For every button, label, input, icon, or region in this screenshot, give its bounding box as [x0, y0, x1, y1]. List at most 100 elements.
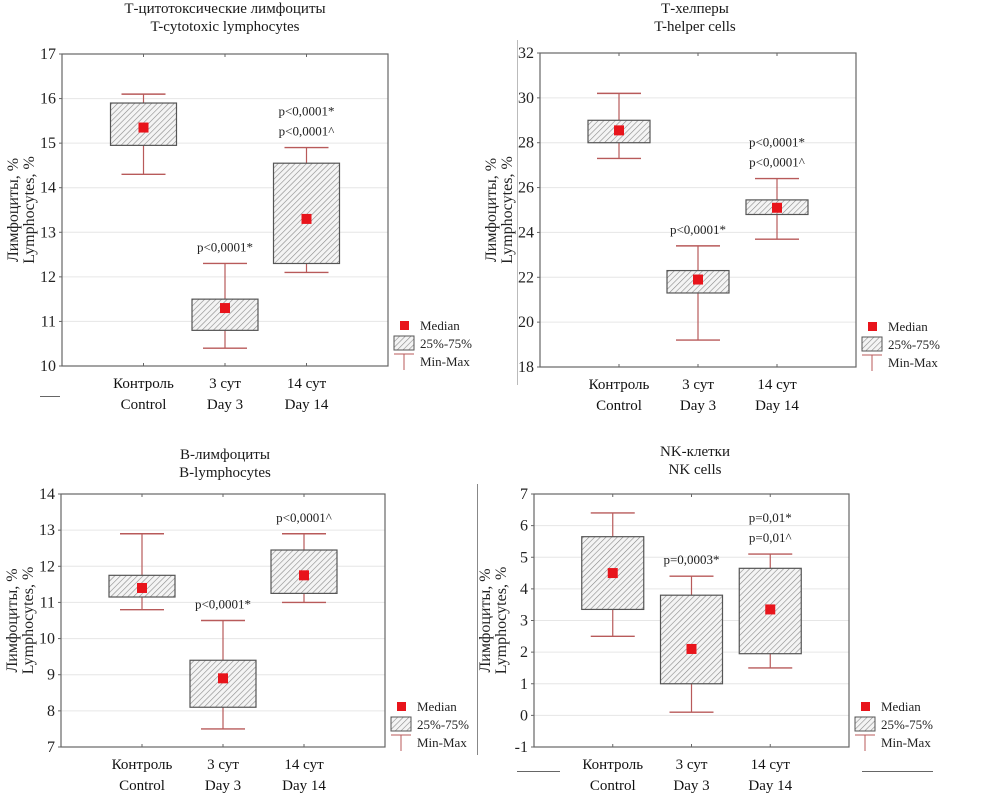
p-value-annotation: p<0,0001* — [749, 135, 805, 150]
chart-title: NK-клетки NK cells — [530, 443, 860, 479]
y-tick-label: 8 — [47, 703, 55, 720]
legend: Median 25%-75% Min-Max — [854, 699, 933, 751]
box-group: p<0,0001* 3 сут Day 3 — [666, 53, 730, 414]
p-value-annotation: p<0,0001* — [670, 222, 726, 237]
median-marker — [218, 673, 228, 684]
median-marker — [765, 604, 776, 615]
box-group: Контроль Control — [581, 494, 645, 794]
median-marker — [614, 125, 624, 136]
boxplot-3: -1 0 1 2 3 4 5 6 7 Лимфоциты, % Lymphocytes, % Конт… — [477, 486, 933, 794]
legend-label-median: Median — [881, 699, 921, 714]
x-category-label-ru: 14 сут — [751, 757, 791, 773]
y-tick-label: 10 — [39, 631, 55, 648]
legend-median-icon — [397, 702, 406, 711]
divider-line — [477, 484, 478, 755]
iqr-box — [659, 594, 724, 685]
y-axis-label-ru: Лимфоциты, % — [477, 568, 494, 672]
chart-title-en: T-helper cells — [654, 19, 736, 35]
p-value-annotation: p<0,0001* — [197, 239, 253, 254]
x-category-label-en: Control — [590, 778, 636, 794]
y-axis-label-ru: Лимфоциты, % — [483, 158, 500, 262]
legend-iqr-icon — [861, 336, 883, 352]
y-axis-label-en: Lymphocytes, % — [20, 567, 37, 675]
y-tick-label: 12 — [39, 558, 55, 575]
y-tick-label: 7 — [47, 739, 55, 756]
p-value-annotation: p<0,0001^ — [279, 124, 335, 139]
y-tick-label: -1 — [515, 739, 528, 756]
y-axis-label-ru: Лимфоциты, % — [4, 568, 21, 672]
legend-label-minmax: Min-Max — [420, 354, 470, 369]
y-tick-label: 11 — [41, 313, 56, 330]
y-tick-label: 28 — [518, 135, 534, 152]
x-category-label-ru: Контроль — [582, 757, 643, 773]
y-axis-label-en: Lymphocytes, % — [21, 156, 38, 264]
x-category-label-en: Day 3 — [207, 397, 243, 413]
chart-title-ru: Т-цитотоксические лимфоциты — [124, 1, 326, 17]
x-category-label-en: Control — [121, 397, 167, 413]
x-category-label-ru: Контроль — [113, 376, 174, 392]
y-tick-label: 22 — [518, 269, 534, 286]
legend-label-median: Median — [417, 699, 457, 714]
x-category-label-en: Day 3 — [205, 778, 241, 794]
boxplot-1: 18 20 22 24 26 28 30 32 Лимфоциты, % Lymphocytes,… — [483, 45, 940, 414]
y-tick-label: 14 — [40, 180, 56, 197]
x-category-label-en: Control — [596, 398, 642, 414]
y-tick-label: 26 — [518, 180, 534, 197]
y-tick-label: 30 — [518, 90, 534, 107]
p-value-annotation: p=0,0003* — [663, 552, 719, 567]
y-tick-label: 15 — [40, 135, 56, 152]
y-axis-label-ru: Лимфоциты, % — [5, 158, 22, 262]
chart-title-en: T-cytotoxic lymphocytes — [150, 19, 300, 35]
p-value-annotation: p<0,0001^ — [749, 155, 805, 170]
legend-label-minmax: Min-Max — [881, 735, 931, 750]
box-group: p<0,0001* 3 сут Day 3 — [189, 494, 257, 794]
divider-line — [517, 40, 518, 385]
median-marker — [299, 570, 309, 581]
legend-label-median: Median — [420, 318, 460, 333]
x-category-label-en: Day 3 — [680, 398, 716, 414]
legend-label-iqr: 25%-75% — [881, 717, 933, 732]
y-tick-label: 18 — [518, 359, 534, 376]
legend: Median 25%-75% Min-Max — [393, 318, 472, 370]
y-tick-label: 4 — [520, 581, 528, 598]
y-tick-label: 20 — [518, 314, 534, 331]
p-value-annotation: p=0,01^ — [749, 530, 792, 545]
y-tick-label: 2 — [520, 644, 528, 661]
p-value-annotation: p=0,01* — [749, 510, 792, 525]
legend-iqr-icon — [390, 716, 412, 732]
median-marker — [138, 122, 149, 133]
x-category-label-ru: 3 сут — [676, 757, 708, 773]
x-category-label-ru: Контроль — [589, 377, 650, 393]
box-group: p<0,0001* p<0,0001^ 14 сут Day 14 — [745, 53, 809, 414]
x-category-label-en: Day 14 — [285, 397, 329, 413]
chart-title: Т-хелперы T-helper cells — [530, 0, 860, 36]
x-category-label-ru: 14 сут — [757, 377, 797, 393]
y-tick-label: 32 — [518, 45, 534, 62]
x-category-label-ru: 3 сут — [682, 377, 714, 393]
divider-line — [862, 771, 933, 772]
chart-title-ru: Т-хелперы — [661, 1, 729, 17]
y-tick-label: 13 — [40, 224, 56, 241]
median-marker — [301, 213, 312, 224]
median-marker — [220, 303, 230, 314]
y-tick-label: 5 — [520, 549, 528, 566]
p-value-annotation: p<0,0001* — [195, 597, 251, 612]
y-axis-label-en: Lymphocytes, % — [499, 156, 516, 264]
y-tick-label: 17 — [40, 46, 56, 63]
legend-median-icon — [861, 702, 870, 711]
x-category-label-ru: 3 сут — [207, 757, 239, 773]
y-tick-label: 13 — [39, 522, 55, 539]
y-tick-label: 3 — [520, 613, 528, 630]
median-marker — [137, 582, 147, 593]
iqr-box — [189, 659, 257, 708]
box-group: Контроль Control — [109, 54, 178, 413]
legend-median-icon — [868, 322, 877, 331]
divider-line — [517, 771, 560, 772]
legend-label-iqr: 25%-75% — [417, 717, 469, 732]
y-tick-label: 7 — [520, 486, 528, 503]
y-tick-label: 9 — [47, 667, 55, 684]
y-tick-label: 10 — [40, 358, 56, 375]
legend-iqr-icon — [393, 335, 415, 351]
median-marker — [607, 568, 618, 579]
